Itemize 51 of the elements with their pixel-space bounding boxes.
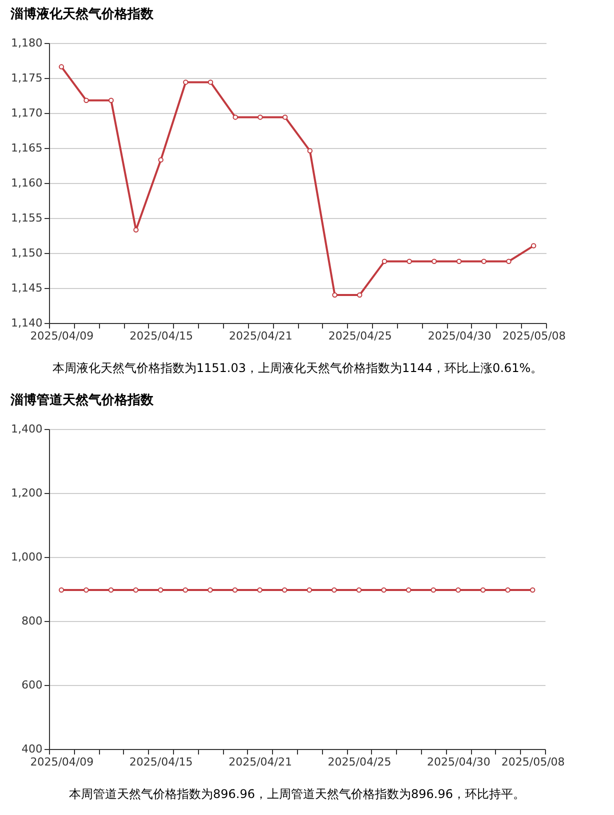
y-tick-label: 1,155 [11, 212, 42, 224]
point [456, 258, 462, 264]
x-tick-label: 2025/04/30 [426, 756, 490, 768]
y-tick-label: 800 [22, 614, 42, 628]
point [282, 114, 288, 120]
x-tick-label: 2025/04/15 [129, 756, 193, 768]
x-tick-label: 2025/04/15 [130, 330, 194, 342]
y-tick-label: 1,180 [11, 36, 42, 50]
y-tick-label: 1,150 [11, 246, 42, 260]
y-tick-label: 1,160 [11, 176, 42, 190]
y-tick-label: 1,000 [11, 550, 42, 564]
point [84, 98, 89, 104]
y-tick-label: 1,140 [11, 316, 42, 330]
point [208, 80, 214, 85]
chart-title: 淄博管道天然气价格指数 [10, 392, 155, 408]
point [158, 157, 164, 163]
point [232, 114, 238, 120]
point [258, 114, 263, 120]
y-tick-label: 1,165 [11, 142, 42, 154]
point [58, 64, 64, 70]
x-tick-label: 2025/04/09 [30, 756, 94, 768]
text: 本周液化天然气价格指数为1151.03，上周液化天然气价格指数为1144，环比上涨0.61%。 [52, 361, 543, 375]
y-tick-label: 1,400 [11, 422, 42, 436]
text: 本周管道天然气价格指数为896.96，上周管道天然气价格指数为896.96，环比持平。 [69, 787, 525, 801]
point [406, 258, 412, 264]
x-tick-label: 2025/04/09 [30, 330, 94, 342]
point [183, 80, 188, 85]
point [432, 258, 437, 264]
point [357, 292, 362, 298]
point [133, 227, 139, 233]
point [332, 292, 338, 298]
y-tick-label: 1,200 [11, 486, 42, 500]
y-tick-label: 400 [22, 742, 42, 756]
x-tick-label: 2025/04/21 [229, 330, 292, 342]
chart-title: 淄博液化天然气价格指数 [10, 6, 155, 22]
x-tick-label: 2025/04/30 [428, 330, 492, 342]
point [506, 258, 512, 264]
point [108, 98, 114, 104]
x-tick-label: 2025/05/08 [502, 330, 566, 342]
y-tick-label: 1,170 [11, 106, 42, 120]
x-tick-label: 2025/04/25 [328, 330, 392, 342]
y-tick-label: 1,145 [11, 282, 42, 294]
point [307, 148, 313, 154]
y-tick-label: 600 [22, 678, 42, 692]
x-tick-label: 2025/04/21 [228, 756, 292, 768]
point [382, 258, 388, 264]
point [530, 243, 536, 248]
point [481, 258, 486, 264]
y-tick-label: 1,175 [11, 72, 42, 84]
x-tick-label: 2025/04/25 [328, 756, 392, 768]
x-tick-label: 2025/05/08 [501, 756, 565, 768]
